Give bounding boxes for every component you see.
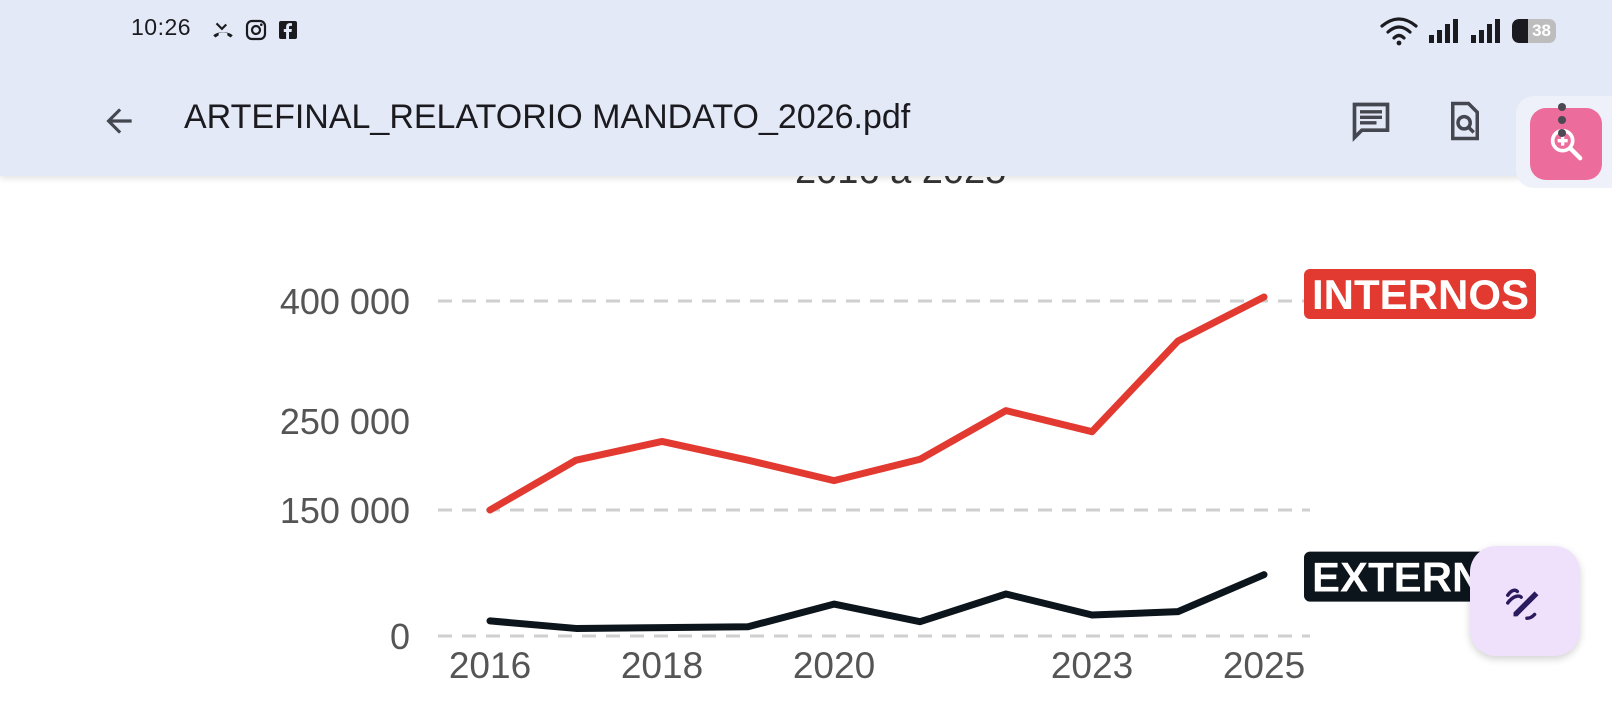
x-tick-label: 2018 [621,645,703,686]
wifi-icon [1380,17,1418,46]
status-system-icons: 38 [1380,16,1556,46]
x-tick-label: 2016 [449,645,531,686]
data-point-internos [918,457,922,462]
comment-icon [1352,102,1390,142]
data-point-externos [1262,572,1266,577]
data-point-externos [746,624,750,629]
more-vert-icon [1558,103,1566,111]
data-point-externos [660,625,664,630]
series-line-externos [486,571,1268,632]
data-point-internos [660,439,664,444]
y-tick-label: 400 000 [280,281,410,322]
data-point-externos [488,618,492,623]
signal-icon [1429,19,1458,43]
data-point-externos [1176,609,1180,614]
data-point-internos [746,458,750,463]
facebook-icon [279,21,297,39]
zoom-in-icon [1550,128,1583,161]
data-point-internos [1176,339,1180,343]
data-point-externos [1090,613,1094,617]
data-point-externos [918,619,922,624]
arrow-back-icon [106,108,132,134]
data-point-internos [488,508,492,512]
comments-button[interactable] [1346,96,1396,146]
series-line-internos [486,293,1268,514]
top-app-bar: 10:26 [0,0,1612,176]
data-point-externos [832,602,836,607]
data-point-externos [1004,592,1008,596]
battery-level: 38 [1532,21,1551,40]
data-point-internos [1004,408,1008,413]
signal-icon [1471,19,1500,43]
x-tick-label: 2023 [1051,645,1133,686]
data-point-internos [1090,429,1094,434]
zoom-button[interactable] [1530,108,1602,180]
more-options-button[interactable] [1558,103,1566,137]
document-title: ARTEFINAL_RELATORIO MANDATO_2026.pdf [184,98,911,136]
series-label-internos: INTERNOS [1312,271,1529,318]
status-notification-icons [210,18,300,44]
x-tick-label: 2025 [1223,645,1305,686]
missed-call-icon [213,22,233,38]
data-point-externos [574,626,578,631]
y-tick-label: 0 [390,616,410,657]
x-tick-label: 2020 [793,645,875,686]
status-time: 10:26 [131,14,192,40]
back-button[interactable] [96,98,142,144]
instagram-icon [245,19,267,41]
y-tick-label: 150 000 [280,490,410,531]
find-in-page-button[interactable] [1440,96,1490,146]
edit-pen-icon [1506,588,1539,620]
series-label-box [1304,269,1536,319]
battery-indicator: 38 [1512,19,1556,43]
data-point-internos [832,478,836,483]
data-point-internos [1262,295,1266,299]
edit-annotate-button[interactable] [1470,546,1580,656]
data-point-internos [574,458,578,463]
find-in-page-icon [1451,101,1479,141]
y-tick-label: 250 000 [280,401,410,442]
